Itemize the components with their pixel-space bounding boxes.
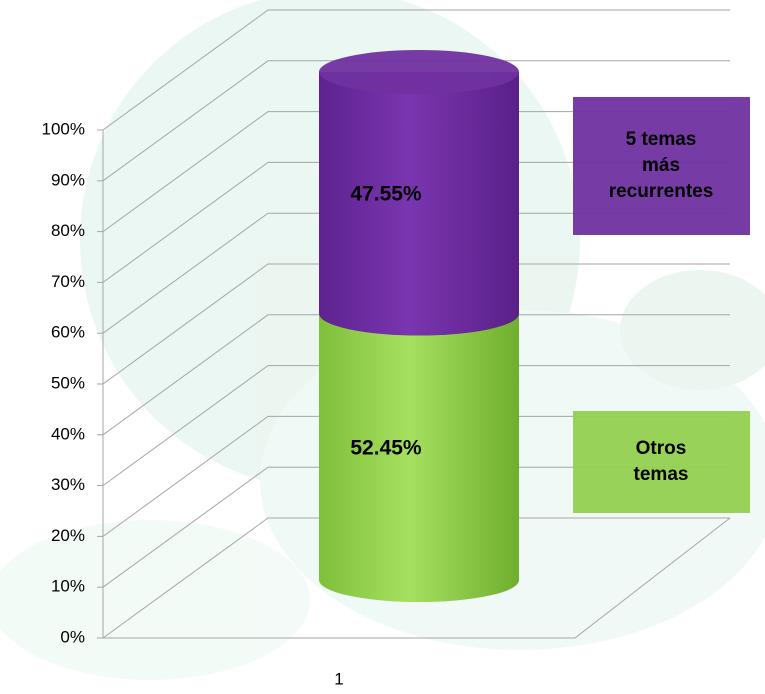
y-tick-label: 30% bbox=[51, 475, 85, 494]
x-tick-label: 1 bbox=[334, 669, 343, 688]
y-tick-label: 50% bbox=[51, 373, 85, 392]
y-tick-label: 10% bbox=[51, 577, 85, 596]
data-label: 52.45% bbox=[350, 436, 422, 459]
y-tick-label: 60% bbox=[51, 323, 85, 342]
y-tick-label: 100% bbox=[42, 119, 85, 138]
y-tick-label: 90% bbox=[51, 170, 85, 189]
cylinder-top bbox=[319, 50, 519, 94]
y-tick-label: 20% bbox=[51, 526, 85, 545]
legend-swatch bbox=[573, 411, 750, 513]
y-tick-label: 80% bbox=[51, 221, 85, 240]
y-tick-label: 40% bbox=[51, 424, 85, 443]
chart: 0%10%20%30%40%50%60%70%80%90%100%Otroste… bbox=[0, 0, 765, 694]
y-tick-label: 70% bbox=[51, 272, 85, 291]
data-label: 47.55% bbox=[350, 182, 422, 205]
y-tick-label: 0% bbox=[60, 627, 85, 646]
